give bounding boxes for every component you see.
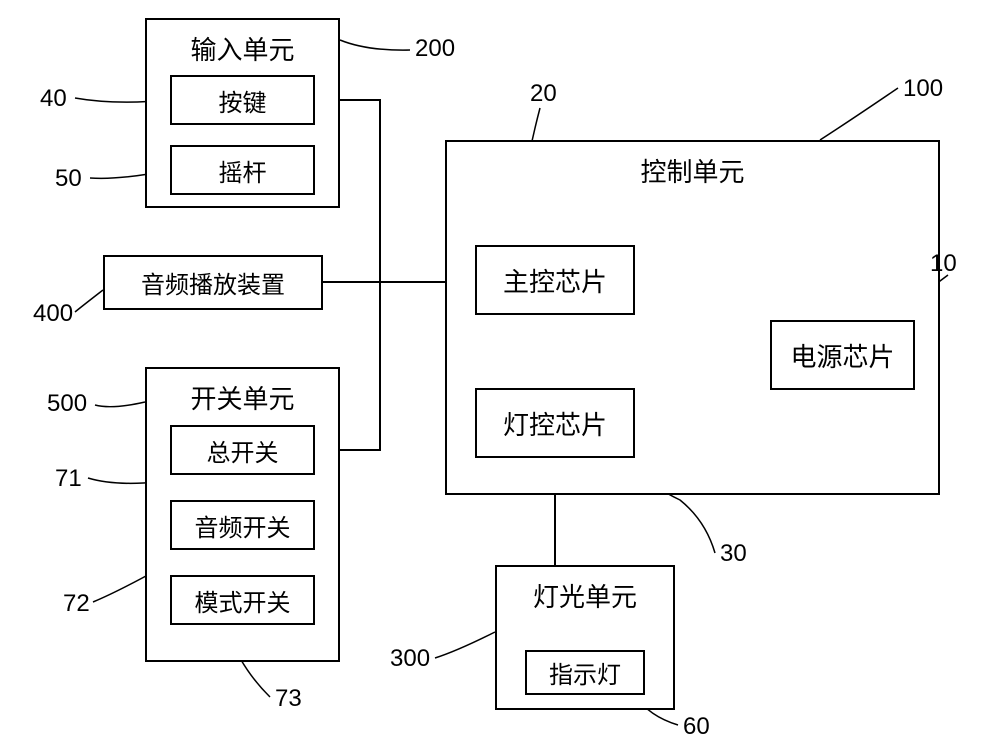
group-title-control_unit: 控制单元 — [640, 152, 744, 189]
box-power_chip: 电源芯片 — [770, 320, 915, 390]
box-main_chip: 主控芯片 — [475, 245, 635, 315]
diagram-canvas: 输入单元控制单元开关单元灯光单元 按键摇杆音频播放装置 主控芯片电源芯片灯控芯片总开… — [0, 0, 1000, 753]
box-label-power_chip: 电源芯片 — [790, 337, 894, 374]
ref-label-r73: 73 — [275, 685, 302, 713]
box-light_chip: 灯控芯片 — [475, 388, 635, 458]
ref-label-r30: 30 — [720, 540, 747, 568]
box-audio_sw: 音频开关 — [170, 500, 315, 550]
box-master_sw: 总开关 — [170, 425, 315, 475]
box-label-audio_sw: 音频开关 — [195, 508, 291, 543]
group-title-light_unit: 灯光单元 — [533, 577, 637, 614]
group-title-input_unit: 输入单元 — [190, 30, 294, 67]
box-label-key: 按键 — [219, 83, 267, 118]
ref-label-r40: 40 — [40, 85, 67, 113]
box-label-indicator: 指示灯 — [549, 655, 621, 690]
box-label-mode_sw: 模式开关 — [195, 583, 291, 618]
ref-label-r100: 100 — [903, 75, 943, 103]
ref-label-r72: 72 — [63, 590, 90, 618]
ref-label-r300: 300 — [390, 645, 430, 673]
box-key: 按键 — [170, 75, 315, 125]
box-label-audio_play: 音频播放装置 — [141, 265, 285, 300]
box-audio_play: 音频播放装置 — [103, 255, 323, 310]
box-label-joystick: 摇杆 — [219, 153, 267, 188]
ref-label-r60: 60 — [683, 713, 710, 741]
box-mode_sw: 模式开关 — [170, 575, 315, 625]
ref-label-r20: 20 — [530, 80, 557, 108]
box-label-light_chip: 灯控芯片 — [503, 405, 607, 442]
box-label-main_chip: 主控芯片 — [503, 262, 607, 299]
group-title-switch_unit: 开关单元 — [190, 379, 294, 416]
ref-label-r50: 50 — [55, 165, 82, 193]
ref-label-r200: 200 — [415, 35, 455, 63]
ref-label-r400: 400 — [33, 300, 73, 328]
box-joystick: 摇杆 — [170, 145, 315, 195]
box-indicator: 指示灯 — [525, 650, 645, 695]
ref-label-r500: 500 — [47, 390, 87, 418]
ref-label-r10: 10 — [930, 250, 957, 278]
ref-label-r71: 71 — [55, 465, 82, 493]
box-label-master_sw: 总开关 — [207, 433, 279, 468]
